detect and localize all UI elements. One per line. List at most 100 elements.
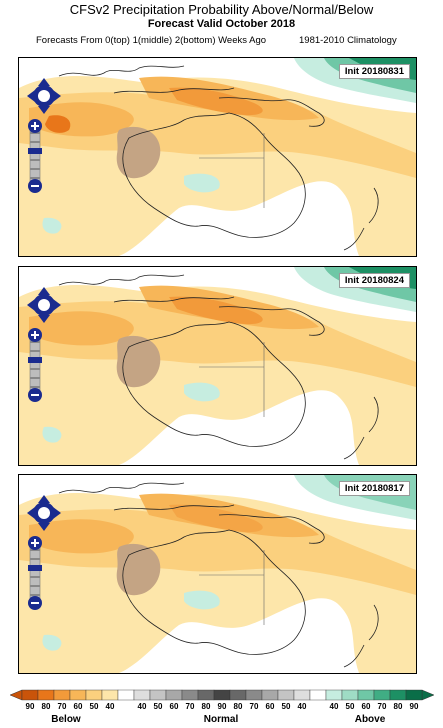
minus-icon[interactable] [28, 388, 42, 402]
coastline-new-zealand [343, 187, 379, 251]
zoom-slider[interactable] [26, 535, 44, 611]
coastline-png [218, 97, 325, 127]
coastline-indonesia [113, 296, 235, 303]
above-light-small-2 [42, 217, 62, 234]
legend-tick-label: 70 [378, 702, 387, 711]
init-date-label: Init 20180817 [338, 481, 410, 496]
coastlines [58, 65, 379, 251]
coastlines [58, 482, 379, 668]
below-strong-west [29, 311, 134, 346]
legend-swatch [53, 689, 71, 701]
zoom-thumb[interactable] [28, 565, 42, 571]
plus-icon[interactable] [28, 119, 42, 133]
zoom-slider[interactable] [26, 327, 44, 403]
below-darker-core [169, 87, 263, 116]
legend-tick-label: 40 [298, 702, 307, 711]
legend-tick-label: 90 [26, 702, 35, 711]
precip-anomaly-shading [19, 58, 416, 256]
chart-subtitle: Forecast Valid October 2018 [147, 18, 296, 30]
precip-anomaly-shading [19, 475, 416, 673]
plus-icon[interactable] [28, 328, 42, 342]
legend-tick-label: 70 [58, 702, 67, 711]
color-legend: 90 80 70 60 50 40 40 50 60 70 80 90 80 70 60 50 40 40 50 60… [9, 689, 435, 725]
legend-swatch [101, 689, 119, 701]
legend-swatch [229, 689, 247, 701]
legend-swatch [245, 689, 263, 701]
init-date-label: Init 20180831 [338, 64, 410, 79]
legend-swatch [133, 689, 151, 701]
legend-tick-label: 50 [154, 702, 163, 711]
above-light-small [184, 382, 220, 402]
precip-anomaly-shading [19, 267, 416, 465]
legend-swatch [261, 689, 279, 701]
plus-icon[interactable] [28, 536, 42, 550]
legend-swatch [21, 689, 39, 701]
coastline-asia [58, 274, 185, 286]
zoom-slider[interactable] [26, 118, 44, 194]
forecast-info: Forecasts From 0(top) 1(middle) 2(bottom… [36, 35, 267, 46]
legend-tick-label: 40 [106, 702, 115, 711]
zoom-thumb[interactable] [28, 357, 42, 363]
legend-swatch [277, 689, 295, 701]
pan-arrows-icon[interactable] [21, 493, 67, 533]
coastline-indonesia [113, 87, 235, 94]
chart-title: CFSv2 Precipitation Probability Above/No… [69, 2, 374, 17]
legend-tick-label: 50 [346, 702, 355, 711]
coastline-australia [122, 529, 306, 655]
legend-swatch [325, 689, 343, 701]
pan-arrows-icon[interactable] [21, 285, 67, 325]
legend-tick-label: 50 [282, 702, 291, 711]
below-strong-west [29, 519, 134, 554]
minus-icon[interactable] [28, 179, 42, 193]
legend-swatch [69, 689, 87, 701]
below-darker-core [169, 504, 263, 533]
legend-swatch [181, 689, 199, 701]
legend-tick-label: 60 [266, 702, 275, 711]
coastline-png [218, 306, 325, 336]
minus-icon[interactable] [28, 596, 42, 610]
legend-swatch [309, 689, 327, 701]
legend-swatch [149, 689, 167, 701]
init-date-label: Init 20180824 [338, 273, 410, 288]
legend-swatch [213, 689, 231, 701]
legend-swatch [197, 689, 215, 701]
legend-arrow-left [9, 689, 23, 701]
above-light-small-2 [42, 426, 62, 443]
legend-label-above: Above [355, 714, 386, 725]
coastline-australia [122, 112, 306, 238]
above-light-small [184, 590, 220, 610]
map-panel-1[interactable]: Init 20180831 [18, 57, 417, 257]
coastline-png [218, 514, 325, 544]
map-canvas [19, 475, 416, 673]
climatology-info: 1981-2010 Climatology [299, 35, 397, 46]
legend-swatch [373, 689, 391, 701]
legend-tick-label: 80 [394, 702, 403, 711]
coastline-australia [122, 321, 306, 447]
legend-label-normal: Normal [204, 714, 239, 725]
coastline-new-zealand [343, 396, 379, 460]
legend-swatch [405, 689, 423, 701]
state-borders [199, 133, 265, 208]
legend-swatch [37, 689, 55, 701]
legend-tick-label: 60 [74, 702, 83, 711]
legend-tick-label: 40 [138, 702, 147, 711]
map-panel-2[interactable]: Init 20180824 [18, 266, 417, 466]
below-darker-core [169, 296, 263, 325]
coastline-new-zealand [343, 604, 379, 668]
state-borders [199, 342, 265, 417]
below-light-south [67, 602, 122, 653]
map-panel-3[interactable]: Init 20180817 [18, 474, 417, 674]
pan-arrows-icon[interactable] [21, 76, 67, 116]
legend-swatch [165, 689, 183, 701]
legend-tick-label: 80 [42, 702, 51, 711]
coastline-asia [58, 65, 185, 77]
legend-tick-label: 80 [234, 702, 243, 711]
coastline-asia [58, 482, 185, 494]
below-light-south [67, 185, 122, 236]
coastlines [58, 274, 379, 460]
legend-tick-label: 40 [330, 702, 339, 711]
legend-tick-label: 60 [170, 702, 179, 711]
map-canvas [19, 58, 416, 256]
zoom-thumb[interactable] [28, 148, 42, 154]
legend-swatch [341, 689, 359, 701]
